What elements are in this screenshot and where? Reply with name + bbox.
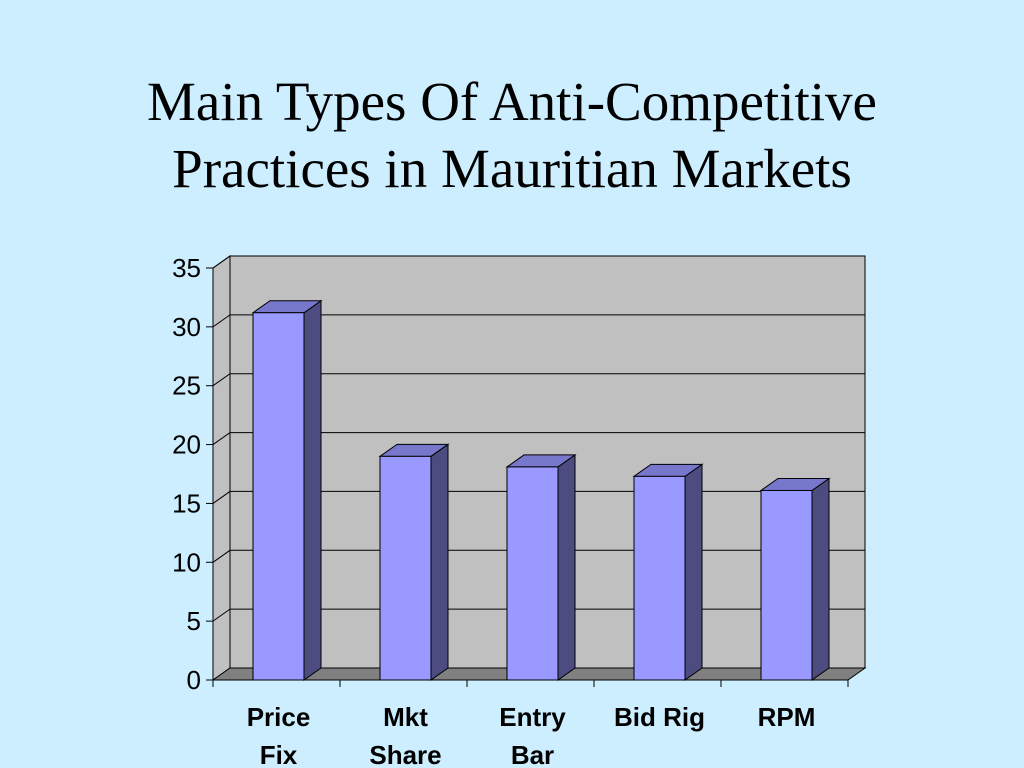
y-tick-label: 25 — [172, 371, 201, 401]
x-category-label-line: Price — [247, 702, 311, 732]
y-tick-label: 10 — [172, 547, 201, 577]
y-tick-label: 20 — [172, 430, 201, 460]
bar-side — [557, 453, 576, 681]
x-category-label: Mkt Share — [369, 702, 441, 768]
x-category-label-line: Entry — [499, 702, 566, 732]
bar-side — [811, 477, 830, 681]
x-category-label-line: Mkt — [383, 702, 428, 732]
bar — [251, 299, 323, 681]
x-category-label: Price Fix — [247, 702, 311, 768]
x-category-label-line: Bar — [511, 740, 554, 768]
bar-side — [430, 443, 449, 681]
plot-side-wall — [212, 255, 231, 681]
y-tick-label: 15 — [172, 488, 201, 518]
gridline — [212, 314, 865, 328]
bar — [378, 443, 450, 681]
gridline — [212, 255, 865, 269]
slide-title-line-1: Main Types Of Anti-Competitive — [147, 71, 877, 132]
y-tick-label: 5 — [187, 606, 201, 636]
y-tick-label: 0 — [187, 665, 201, 695]
bar-front — [252, 312, 305, 681]
bar — [759, 477, 831, 681]
x-category-label: Entry Bar — [499, 702, 566, 768]
x-category-label-line: Fix — [260, 740, 298, 768]
x-category-label-line: Bid Rig — [614, 702, 705, 732]
x-category-label: RPM — [758, 702, 816, 732]
x-axis-labels: Price Fix Mkt Share Entry Bar Bid Rig RPM — [212, 680, 849, 768]
y-tick-label: 35 — [172, 253, 201, 283]
bars — [251, 299, 831, 681]
bar-side — [303, 299, 322, 681]
bar-front — [506, 466, 559, 681]
bar-front — [379, 455, 432, 681]
gridline — [212, 432, 865, 445]
x-category-label: Bid Rig — [614, 702, 705, 732]
bar-side — [684, 463, 703, 681]
slide-title: Main Types Of Anti-Competitive Practices… — [0, 68, 1024, 202]
y-axis-ticks: 0 5 10 15 20 25 30 35 — [172, 253, 213, 695]
x-category-label-line: RPM — [758, 702, 816, 732]
bar — [505, 453, 577, 681]
x-category-label-line: Share — [369, 740, 441, 768]
slide-title-line-2: Practices in Mauritian Markets — [172, 138, 852, 199]
bar — [632, 463, 704, 681]
y-tick-label: 30 — [172, 312, 201, 342]
gridline — [212, 373, 865, 387]
bar-front — [760, 489, 813, 681]
bar-front — [633, 475, 686, 681]
